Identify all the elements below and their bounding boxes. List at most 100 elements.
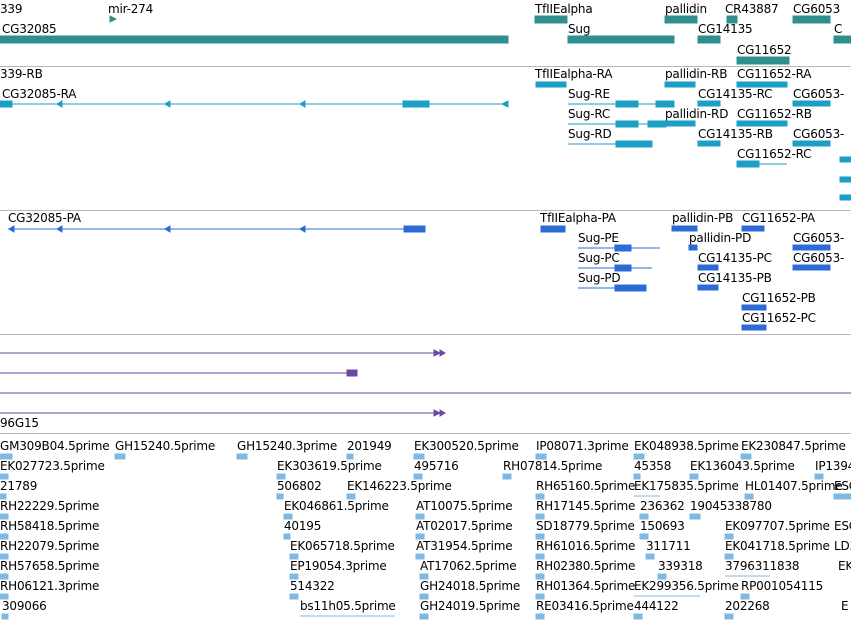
feature-label[interactable]: Sug-RE: [568, 87, 610, 101]
feature-label[interactable]: EK299356.5prime: [634, 579, 739, 593]
feature-label[interactable]: 339: [0, 2, 23, 16]
feature-label[interactable]: EK065718.5prime: [290, 539, 395, 553]
feature-label[interactable]: EK046861.5prime: [284, 499, 389, 513]
feature-label[interactable]: CG14135: [698, 22, 753, 36]
feature-label[interactable]: CG6053-: [793, 87, 845, 101]
feature-label[interactable]: 339318: [658, 559, 703, 573]
feature-label[interactable]: CG11652-RC: [737, 147, 812, 161]
feature-label[interactable]: HL01407.5prime: [745, 479, 843, 493]
feature-label[interactable]: 444122: [634, 599, 679, 613]
feature-label[interactable]: RH06121.3prime: [0, 579, 100, 593]
feature-label[interactable]: pallidin-RD: [665, 107, 729, 121]
feature-label[interactable]: RH07814.5prime: [503, 459, 603, 473]
feature-label[interactable]: ESC: [834, 519, 851, 533]
feature-label[interactable]: CG32085-PA: [8, 211, 81, 225]
feature-label[interactable]: CG11652-RB: [737, 107, 812, 121]
feature-label[interactable]: GH15240.5prime: [115, 439, 216, 453]
feature-label[interactable]: 495716: [414, 459, 459, 473]
feature-label[interactable]: RH01364.5prime: [536, 579, 636, 593]
feature-label[interactable]: EK: [838, 559, 851, 573]
feature-label[interactable]: RE03416.5prime: [536, 599, 634, 613]
feature-label[interactable]: GH24019.5prime: [420, 599, 521, 613]
feature-label[interactable]: CG11652-RA: [737, 67, 812, 81]
feature-label[interactable]: TfIIEalpha: [535, 2, 593, 16]
feature-label[interactable]: RH17145.5prime: [536, 499, 636, 513]
feature-label[interactable]: Sug-RD: [568, 127, 612, 141]
feature-label[interactable]: AT31954.5prime: [416, 539, 513, 553]
feature-label[interactable]: 45358: [634, 459, 672, 473]
feature-label[interactable]: CG14135-RB: [698, 127, 773, 141]
feature-label[interactable]: pallidin-RB: [665, 67, 728, 81]
feature-label[interactable]: TfIIEalpha-RA: [535, 67, 613, 81]
feature-label[interactable]: EK041718.5prime: [725, 539, 830, 553]
feature-label[interactable]: 514322: [290, 579, 335, 593]
feature-label[interactable]: 150693: [640, 519, 685, 533]
feature-label[interactable]: EK097707.5prime: [725, 519, 830, 533]
gene-features[interactable]: [0, 0, 851, 66]
protein-transcript-features[interactable]: [0, 211, 851, 334]
feature-label[interactable]: 236362: [640, 499, 685, 513]
feature-label[interactable]: CG11652-PC: [742, 311, 816, 325]
feature-label[interactable]: EP19054.3prime: [290, 559, 387, 573]
feature-label[interactable]: AT10075.5prime: [416, 499, 513, 513]
feature-label[interactable]: C: [834, 22, 843, 36]
feature-label[interactable]: RH22079.5prime: [0, 539, 100, 553]
feature-label[interactable]: CG11652: [737, 43, 792, 57]
feature-label[interactable]: IP1394: [815, 459, 851, 473]
feature-label[interactable]: RP001054115: [741, 579, 824, 593]
feature-label[interactable]: 21789: [0, 479, 38, 493]
est-features[interactable]: [0, 434, 851, 622]
feature-label[interactable]: SD18779.5prime: [536, 519, 635, 533]
feature-label[interactable]: EK303619.5prime: [277, 459, 382, 473]
feature-label[interactable]: pallidin-PD: [689, 231, 752, 245]
feature-label[interactable]: IP08071.3prime: [536, 439, 629, 453]
feature-label[interactable]: EK136043.5prime: [690, 459, 795, 473]
feature-label[interactable]: 506802: [277, 479, 322, 493]
feature-label[interactable]: Sug: [568, 22, 591, 36]
feature-label[interactable]: AT17062.5prime: [420, 559, 517, 573]
feature-label[interactable]: EK230847.5prime: [741, 439, 846, 453]
feature-label[interactable]: CG6053-: [793, 251, 845, 265]
feature-label[interactable]: 96G15: [0, 416, 39, 430]
feature-label[interactable]: CG6053-: [793, 231, 845, 245]
feature-label[interactable]: CG11652-PB: [742, 291, 816, 305]
feature-label[interactable]: RH57658.5prime: [0, 559, 100, 573]
feature-label[interactable]: RH22229.5prime: [0, 499, 100, 513]
feature-label[interactable]: Sug-PD: [578, 271, 621, 285]
feature-label[interactable]: E: [841, 599, 849, 613]
feature-label[interactable]: AT02017.5prime: [416, 519, 513, 533]
feature-label[interactable]: pallidin: [665, 2, 707, 16]
feature-label[interactable]: 3796311838: [725, 559, 800, 573]
feature-label[interactable]: pallidin-PB: [672, 211, 734, 225]
feature-label[interactable]: ESC: [834, 479, 851, 493]
feature-label[interactable]: bs11h05.5prime: [300, 599, 396, 613]
feature-label[interactable]: CR43887: [725, 2, 779, 16]
feature-label[interactable]: GH24018.5prime: [420, 579, 521, 593]
feature-label[interactable]: EK300520.5prime: [414, 439, 519, 453]
feature-label[interactable]: EK048938.5prime: [634, 439, 739, 453]
feature-label[interactable]: RH02380.5prime: [536, 559, 636, 573]
feature-label[interactable]: CG32085: [2, 22, 57, 36]
feature-label[interactable]: CG14135-PC: [698, 251, 772, 265]
feature-label[interactable]: 19045338780: [690, 499, 772, 513]
feature-label[interactable]: LD3: [834, 539, 851, 553]
alignment-features[interactable]: [0, 335, 851, 433]
feature-label[interactable]: 339-RB: [0, 67, 43, 81]
fly-transcript-features[interactable]: [0, 67, 851, 210]
feature-label[interactable]: 202268: [725, 599, 770, 613]
feature-label[interactable]: GH15240.3prime: [237, 439, 338, 453]
feature-label[interactable]: CG14135-PB: [698, 271, 772, 285]
feature-label[interactable]: Sug-PC: [578, 251, 620, 265]
feature-label[interactable]: EK175835.5prime: [634, 479, 739, 493]
feature-label[interactable]: EK027723.5prime: [0, 459, 105, 473]
feature-label[interactable]: RH61016.5prime: [536, 539, 636, 553]
feature-label[interactable]: TfIIEalpha-PA: [540, 211, 616, 225]
feature-label[interactable]: 201949: [347, 439, 392, 453]
feature-label[interactable]: CG11652-PA: [742, 211, 815, 225]
feature-label[interactable]: 309066: [2, 599, 47, 613]
feature-label[interactable]: mir-274: [108, 2, 154, 16]
feature-label[interactable]: EK146223.5prime: [347, 479, 452, 493]
feature-label[interactable]: 40195: [284, 519, 322, 533]
feature-label[interactable]: Sug-RC: [568, 107, 611, 121]
